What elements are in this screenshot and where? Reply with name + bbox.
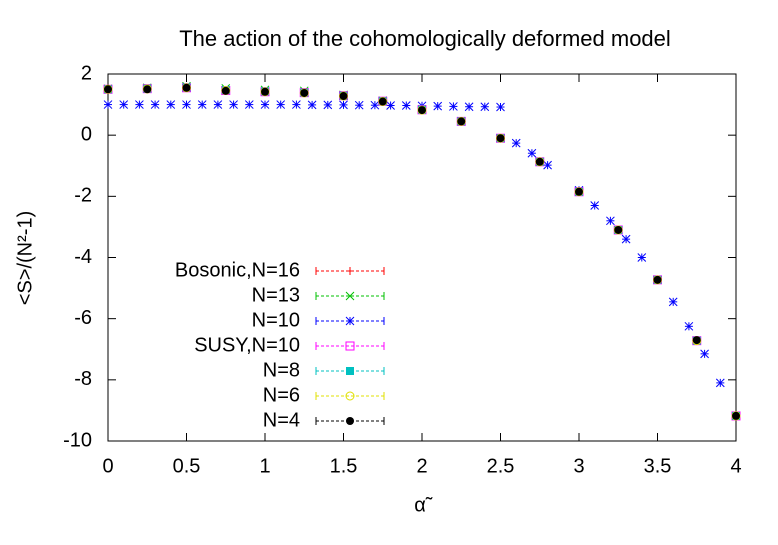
chart-title: The action of the cohomologically deform… xyxy=(179,26,671,51)
marker xyxy=(692,336,701,345)
marker xyxy=(135,100,144,109)
marker xyxy=(700,349,709,359)
marker xyxy=(606,216,615,226)
marker xyxy=(496,102,505,112)
marker xyxy=(386,101,395,110)
marker xyxy=(345,291,355,301)
x-tick-label: 2 xyxy=(416,455,427,477)
x-tick-label: 2.5 xyxy=(487,455,515,477)
legend-label: SUSY,N=10 xyxy=(194,334,300,356)
x-tick-label: 0.5 xyxy=(173,455,201,477)
marker xyxy=(307,100,317,110)
marker xyxy=(346,367,354,375)
marker xyxy=(684,321,694,331)
marker xyxy=(496,134,505,143)
legend-label: Bosonic,N=16 xyxy=(175,259,300,281)
x-tick-label: 3 xyxy=(573,455,584,477)
legend-label: N=10 xyxy=(252,309,300,331)
marker xyxy=(543,160,552,170)
marker xyxy=(715,378,725,388)
marker xyxy=(449,102,458,111)
marker xyxy=(276,100,286,109)
y-tick-label: -2 xyxy=(74,185,92,207)
marker xyxy=(150,100,160,109)
marker xyxy=(104,85,112,94)
legend-label: N=8 xyxy=(263,359,300,381)
marker xyxy=(614,225,623,234)
legend-label: N=6 xyxy=(263,384,300,406)
marker xyxy=(370,100,380,110)
marker xyxy=(182,83,191,92)
legend-label: N=13 xyxy=(252,284,300,306)
marker xyxy=(511,138,521,148)
marker xyxy=(457,117,466,126)
marker xyxy=(378,97,387,106)
marker xyxy=(464,102,474,112)
y-tick-label: -6 xyxy=(74,307,92,329)
y-tick-label: -10 xyxy=(63,429,92,451)
marker xyxy=(354,100,364,110)
marker xyxy=(653,275,662,284)
marker xyxy=(260,100,270,109)
marker xyxy=(261,87,269,96)
marker xyxy=(668,297,678,307)
marker xyxy=(197,100,207,109)
marker xyxy=(401,101,411,110)
y-tick-label: 2 xyxy=(81,62,92,84)
marker xyxy=(418,106,426,115)
marker xyxy=(323,100,333,110)
legend-label: N=4 xyxy=(263,409,300,431)
x-tick-label: 0 xyxy=(102,455,113,477)
x-axis-label: α̃ xyxy=(414,494,433,516)
marker xyxy=(339,100,348,110)
marker xyxy=(182,100,191,109)
marker xyxy=(119,100,129,109)
marker xyxy=(229,100,238,109)
marker xyxy=(346,267,354,275)
marker xyxy=(345,341,355,351)
marker xyxy=(166,100,176,109)
marker xyxy=(346,417,354,425)
marker xyxy=(221,86,230,95)
y-axis-label: <S>/(N²-1) xyxy=(14,211,36,305)
marker xyxy=(575,187,583,196)
marker xyxy=(345,391,355,401)
marker xyxy=(621,234,631,244)
x-tick-label: 1.5 xyxy=(330,455,358,477)
y-tick-label: 0 xyxy=(81,123,92,145)
marker xyxy=(480,102,490,112)
marker xyxy=(143,85,152,94)
marker xyxy=(637,253,647,262)
marker xyxy=(345,316,355,326)
x-tick-label: 1 xyxy=(259,455,270,477)
y-tick-label: -4 xyxy=(74,246,92,268)
marker xyxy=(732,411,740,420)
marker xyxy=(527,148,537,158)
marker xyxy=(103,100,113,109)
marker xyxy=(300,88,309,97)
marker xyxy=(433,101,443,111)
marker xyxy=(339,92,348,101)
y-tick-label: -8 xyxy=(74,368,92,390)
marker xyxy=(535,157,544,166)
marker xyxy=(292,100,301,109)
x-tick-label: 4 xyxy=(730,455,741,477)
x-tick-label: 3.5 xyxy=(644,455,672,477)
marker xyxy=(213,100,223,109)
marker xyxy=(590,201,600,210)
marker xyxy=(244,100,254,109)
